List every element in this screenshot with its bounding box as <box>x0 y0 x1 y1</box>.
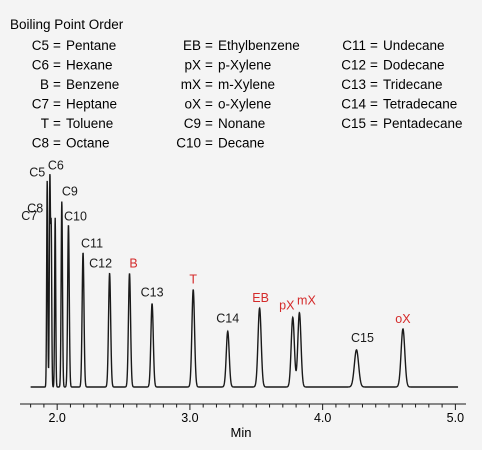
legend-code-c11: C11 <box>342 38 366 53</box>
legend-name-c8: Octane <box>66 136 110 151</box>
peak-label-c12: C12 <box>89 256 112 270</box>
legend-equals: = <box>53 97 61 112</box>
x-tick-label: 2.0 <box>48 411 65 425</box>
peak-label-ox: oX <box>395 312 411 326</box>
legend-equals: = <box>53 136 61 151</box>
peak-label-c14: C14 <box>216 311 239 325</box>
legend-name-c9: Nonane <box>218 116 265 131</box>
legend-code-eb: EB <box>183 38 201 53</box>
legend-name-mx: m-Xylene <box>218 77 275 92</box>
peak-label-c5: C5 <box>29 166 45 180</box>
peak-label-px: pX <box>279 298 295 312</box>
legend-name-ox: o-Xylene <box>218 97 271 112</box>
legend-equals: = <box>370 38 378 53</box>
legend-name-c13: Tridecane <box>383 77 443 92</box>
peak-label-b: B <box>129 256 137 270</box>
legend-name-c14: Tetradecane <box>383 97 457 112</box>
peak-label-eb: EB <box>252 291 269 305</box>
peak-label-mx: mX <box>297 294 316 308</box>
legend-equals: = <box>370 58 378 73</box>
legend-code-c5: C5 <box>32 38 49 53</box>
x-tick-label: 5.0 <box>447 411 464 425</box>
legend-code-c6: C6 <box>32 58 49 73</box>
peak-label-c10: C10 <box>64 210 87 224</box>
legend-name-c12: Dodecane <box>383 58 445 73</box>
legend-title: Boiling Point Order <box>10 17 124 32</box>
legend-code-c14: C14 <box>341 97 366 112</box>
legend-equals: = <box>53 77 61 92</box>
legend-equals: = <box>205 77 213 92</box>
legend-code-ox: oX <box>184 97 201 112</box>
legend-equals: = <box>205 58 213 73</box>
peak-label-c6: C6 <box>48 159 64 173</box>
peak-label-c13: C13 <box>141 285 164 299</box>
legend-code-mx: mX <box>181 77 201 92</box>
legend-code-c7: C7 <box>32 97 49 112</box>
peak-label-c15: C15 <box>351 331 374 345</box>
legend-equals: = <box>205 38 213 53</box>
legend-equals: = <box>370 97 378 112</box>
legend-name-c7: Heptane <box>66 97 117 112</box>
legend-code-c15: C15 <box>341 116 366 131</box>
x-axis: 2.0 3.0 4.0 5.0 <box>20 403 466 425</box>
peak-label-c7: C7 <box>21 209 37 223</box>
legend-name-c6: Hexane <box>66 58 113 73</box>
legend-equals: = <box>370 116 378 131</box>
legend-equals: = <box>53 38 61 53</box>
legend-code-c13: C13 <box>341 77 366 92</box>
peak-label-c8: C8 <box>27 202 43 216</box>
legend-equals: = <box>370 77 378 92</box>
chromatogram-trace <box>30 174 459 388</box>
x-tick-label: 3.0 <box>181 411 198 425</box>
legend-code-t: T <box>41 116 49 131</box>
legend-code-c12: C12 <box>341 58 366 73</box>
peak-label-c9: C9 <box>62 184 78 198</box>
legend-name-c10: Decane <box>218 136 265 151</box>
legend-equals: = <box>205 136 213 151</box>
legend-code-b: B <box>40 77 49 92</box>
legend-equals: = <box>205 116 213 131</box>
legend-code-c9: C9 <box>184 116 201 131</box>
legend-name-c15: Pentadecane <box>383 116 463 131</box>
legend-name-c11: Undecane <box>383 38 445 53</box>
legend-name-px: p-Xylene <box>218 58 271 73</box>
legend-name-eb: Ethylbenzene <box>218 38 300 53</box>
legend-name-c5: Pentane <box>66 38 116 53</box>
legend-equals: = <box>53 58 61 73</box>
legend: C5 = Pentane C6 = Hexane B = Benzene C7 = Heptane T =… <box>32 38 463 151</box>
x-axis-label: Min <box>231 425 252 440</box>
peak-label-t: T <box>189 273 197 287</box>
legend-equals: = <box>53 116 61 131</box>
peak-label-c11: C11 <box>81 236 103 250</box>
x-tick-label: 4.0 <box>314 411 331 425</box>
legend-name-b: Benzene <box>66 77 119 92</box>
legend-code-c8: C8 <box>32 136 49 151</box>
legend-code-px: pX <box>184 58 201 73</box>
legend-equals: = <box>205 97 213 112</box>
legend-name-t: Toluene <box>66 116 113 131</box>
legend-code-c10: C10 <box>176 136 201 151</box>
